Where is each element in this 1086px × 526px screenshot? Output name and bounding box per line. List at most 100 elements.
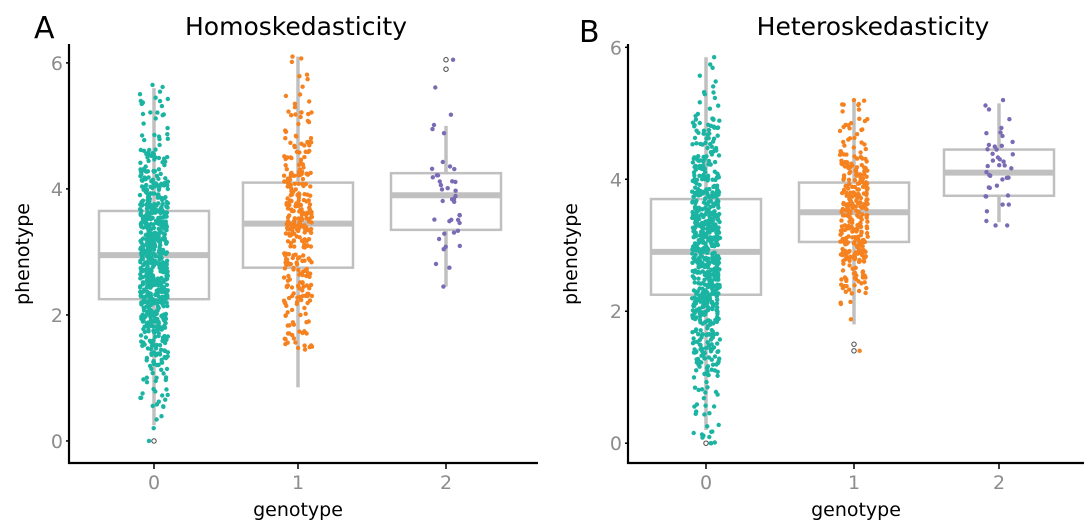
data-point-1 xyxy=(292,244,297,249)
data-point-1 xyxy=(301,183,306,189)
data-point-0 xyxy=(155,195,161,200)
data-point-0 xyxy=(700,303,706,309)
data-point-0 xyxy=(715,242,721,248)
data-point-1 xyxy=(296,284,301,289)
data-point-1 xyxy=(849,291,854,296)
data-point-0 xyxy=(156,331,161,336)
data-point-0 xyxy=(153,95,158,100)
data-point-0 xyxy=(150,185,155,191)
data-point-1 xyxy=(309,293,315,299)
data-point-0 xyxy=(140,111,146,117)
data-point-2 xyxy=(433,85,438,90)
data-point-1 xyxy=(847,219,852,224)
data-point-1 xyxy=(285,283,291,288)
data-point-1 xyxy=(847,192,852,198)
data-point-1 xyxy=(305,227,310,233)
data-point-0 xyxy=(708,62,713,67)
data-point-0 xyxy=(706,158,712,164)
data-point-1 xyxy=(307,143,312,148)
data-point-1 xyxy=(857,116,862,122)
data-point-1 xyxy=(856,102,861,108)
data-point-2 xyxy=(1005,193,1011,198)
data-point-1 xyxy=(287,222,293,227)
data-point-0 xyxy=(703,205,708,210)
data-point-1 xyxy=(294,149,300,155)
data-point-0 xyxy=(702,356,707,361)
data-point-0 xyxy=(156,155,162,161)
data-point-1 xyxy=(840,285,846,291)
data-point-1 xyxy=(286,273,291,279)
data-point-1 xyxy=(856,187,861,192)
data-point-0 xyxy=(159,414,164,419)
data-point-0 xyxy=(161,250,166,256)
data-point-0 xyxy=(144,248,150,253)
data-point-1 xyxy=(288,173,293,179)
data-point-0 xyxy=(702,156,707,161)
data-point-0 xyxy=(702,92,707,97)
data-point-1 xyxy=(308,230,314,235)
data-point-1 xyxy=(864,285,869,291)
data-point-0 xyxy=(690,341,696,346)
data-point-0 xyxy=(155,110,160,115)
data-point-0 xyxy=(148,311,153,317)
data-point-0 xyxy=(715,125,720,131)
data-point-1 xyxy=(299,56,304,61)
data-point-0 xyxy=(708,441,713,446)
data-point-1 xyxy=(285,219,291,224)
data-point-0 xyxy=(137,284,143,289)
data-point-2 xyxy=(447,265,452,270)
data-point-0 xyxy=(162,210,167,215)
data-point-0 xyxy=(151,168,156,174)
data-point-0 xyxy=(705,385,710,390)
data-point-0 xyxy=(151,151,156,157)
data-point-0 xyxy=(142,342,147,347)
data-point-0 xyxy=(165,392,170,398)
data-point-1 xyxy=(304,273,309,279)
heteroskedasticity-chart: B Heteroskedasticity genotype phenotype … xyxy=(560,12,1084,521)
outlier-point-2 xyxy=(443,66,449,72)
data-point-1 xyxy=(308,343,314,348)
data-point-0 xyxy=(704,365,710,371)
data-point-1 xyxy=(845,163,850,168)
data-point-1 xyxy=(856,288,862,294)
data-point-2 xyxy=(432,217,437,222)
data-point-1 xyxy=(859,140,864,145)
x-tick-label-2: 2 xyxy=(440,472,452,494)
data-point-0 xyxy=(158,347,164,352)
data-point-0 xyxy=(693,327,699,332)
data-point-2 xyxy=(1006,175,1011,180)
data-point-2 xyxy=(984,131,989,136)
y-tick-label-4: 4 xyxy=(51,179,63,201)
data-point-0 xyxy=(699,387,705,392)
data-point-1 xyxy=(296,267,301,273)
data-point-1 xyxy=(861,191,867,196)
data-point-1 xyxy=(289,155,294,161)
data-point-2 xyxy=(429,166,435,171)
data-point-1 xyxy=(288,244,293,249)
data-point-0 xyxy=(163,277,168,282)
data-point-0 xyxy=(708,337,714,342)
data-point-0 xyxy=(715,297,720,302)
data-point-1 xyxy=(852,239,857,245)
data-point-0 xyxy=(695,356,701,362)
data-point-1 xyxy=(289,113,294,118)
data-point-1 xyxy=(283,337,288,342)
data-point-1 xyxy=(858,242,863,247)
data-point-1 xyxy=(307,286,312,291)
data-point-1 xyxy=(281,298,287,303)
data-point-0 xyxy=(710,362,716,367)
data-point-0 xyxy=(700,236,705,242)
data-point-0 xyxy=(697,163,702,169)
data-point-0 xyxy=(715,133,720,138)
data-point-1 xyxy=(849,203,854,208)
data-point-0 xyxy=(163,375,169,380)
data-point-0 xyxy=(145,155,150,160)
data-point-0 xyxy=(690,330,695,335)
data-point-1 xyxy=(293,112,298,117)
data-point-0 xyxy=(698,192,703,197)
data-point-0 xyxy=(151,263,157,268)
data-point-0 xyxy=(703,390,708,395)
data-point-1 xyxy=(844,160,850,165)
data-point-0 xyxy=(709,220,715,225)
data-point-0 xyxy=(715,271,721,276)
